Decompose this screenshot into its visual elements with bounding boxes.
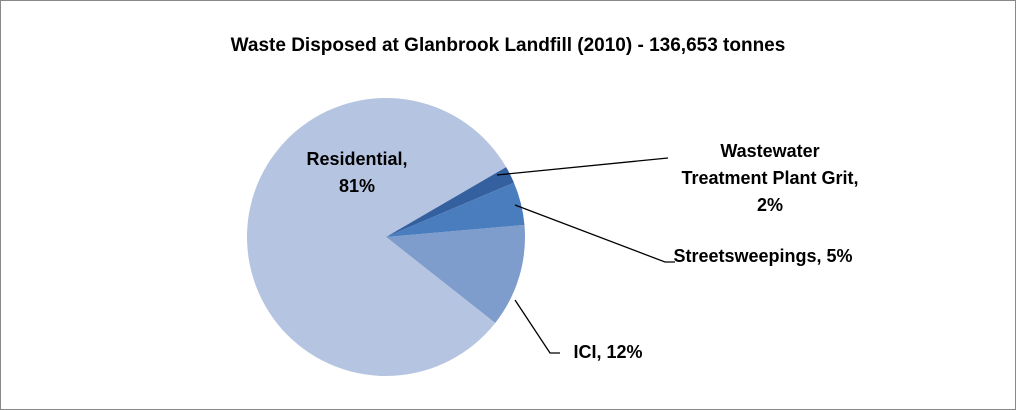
leader-line (514, 204, 675, 263)
pie-slice (246, 97, 507, 376)
value-label: 5% (826, 246, 853, 266)
leader-line (514, 299, 560, 354)
data-label-box: Residential, 81% (292, 146, 422, 200)
category-label: Wastewater Treatment Plant Grit, (681, 141, 859, 188)
value-label: 2% (756, 195, 783, 215)
pie-slice (386, 182, 525, 237)
data-label-box: Wastewater Treatment Plant Grit, 2% (675, 138, 865, 219)
data-label-box: Streetsweepings, 5% (668, 243, 858, 270)
data-label-box: ICI, 12% (548, 339, 668, 366)
data-label: Wastewater Treatment Plant Grit, 2% (675, 138, 865, 219)
pie-slice (386, 167, 514, 237)
category-label: Residential, (306, 149, 408, 169)
pie-slice (386, 224, 525, 323)
category-label: ICI, (573, 342, 602, 362)
data-label: Streetsweepings, 5% (668, 243, 858, 270)
data-label: ICI, 12% (548, 339, 668, 366)
value-label: 12% (606, 342, 643, 362)
leader-line (496, 157, 669, 176)
data-label: Residential, 81% (292, 146, 422, 200)
value-label: 81% (338, 176, 376, 196)
category-label: Streetsweepings, (673, 246, 822, 266)
chart-title: Waste Disposed at Glanbrook Landfill (20… (231, 35, 786, 56)
